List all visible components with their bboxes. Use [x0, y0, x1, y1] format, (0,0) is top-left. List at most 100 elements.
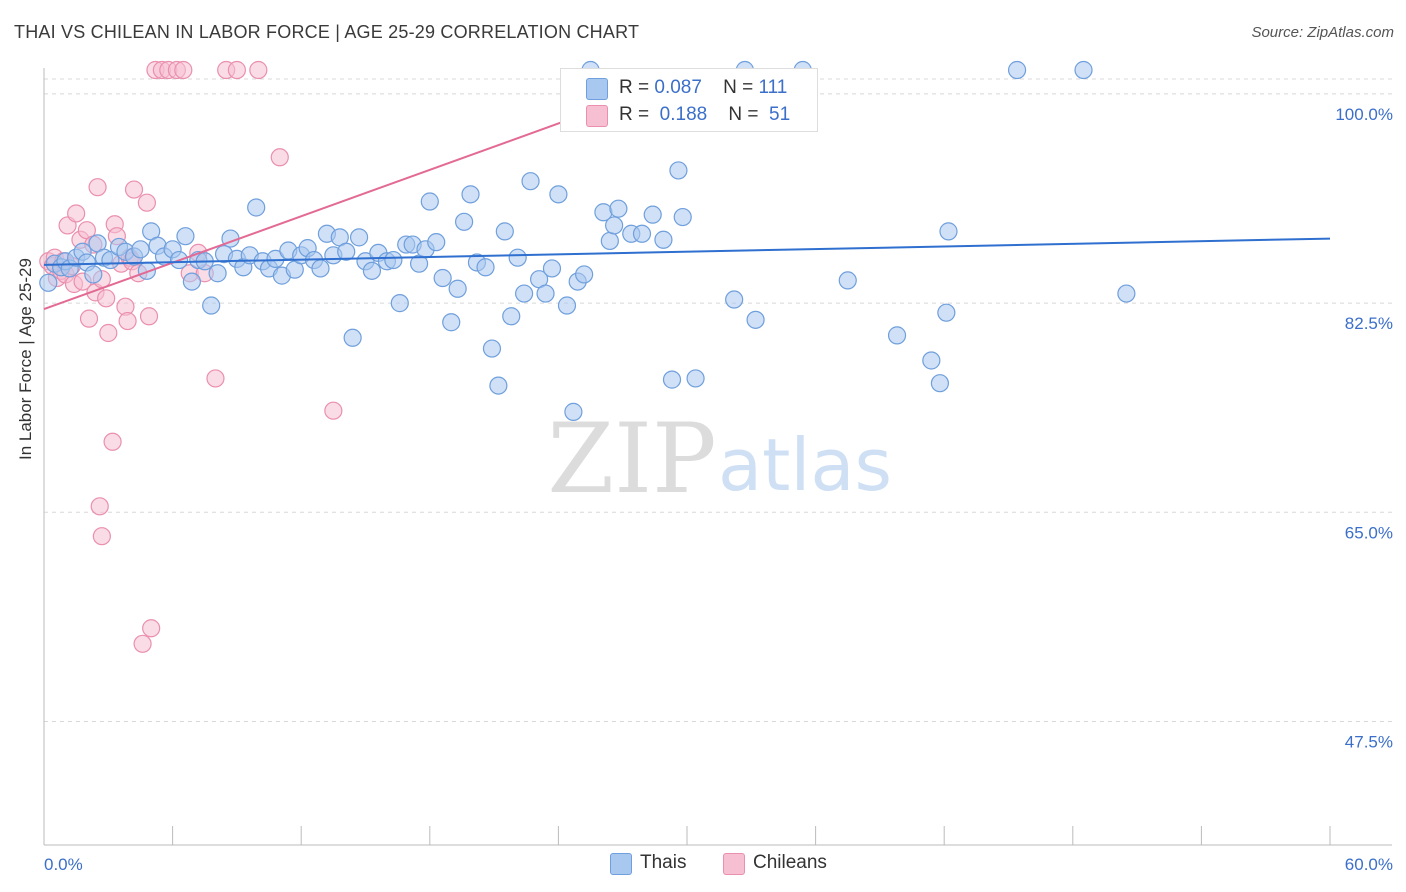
- legend-row-chileans: R = 0.188 N = 51: [619, 104, 790, 128]
- chileans-point: [67, 204, 86, 223]
- thais-point: [390, 294, 409, 313]
- chileans-point: [139, 307, 159, 326]
- thais-point: [549, 185, 568, 204]
- thais-point: [420, 192, 439, 211]
- thais-point: [502, 307, 521, 326]
- legend-r-value-thais: 0.087: [654, 77, 702, 98]
- chileans-point: [249, 60, 268, 80]
- chileans-point: [227, 60, 246, 80]
- thais-point: [131, 240, 150, 259]
- legend-row-thais: R = 0.087 N = 111: [619, 77, 787, 101]
- bottom-legend-chileans: Chileans: [753, 852, 827, 873]
- chart-title: THAI VS CHILEAN IN LABOR FORCE | AGE 25-…: [14, 22, 640, 42]
- thais-point: [1117, 284, 1136, 303]
- thais-point: [937, 303, 956, 322]
- bottom-legend-thais: Thais: [640, 852, 687, 873]
- bottom-legend-swatch-thais: [610, 853, 632, 875]
- chileans-point: [324, 401, 343, 420]
- watermark-atlas: atlas: [718, 423, 892, 507]
- chileans-point: [133, 634, 152, 653]
- chileans-point: [90, 497, 109, 516]
- thais-point: [600, 231, 619, 251]
- legend-r-label: R =: [619, 77, 650, 98]
- thais-point: [311, 259, 330, 278]
- thais-point: [542, 259, 562, 278]
- legend-n-label: N =: [728, 104, 759, 125]
- thais-point: [384, 250, 403, 270]
- legend-n-value-thais: 111: [758, 77, 788, 98]
- thais-point: [489, 376, 508, 395]
- thais-point: [609, 199, 628, 218]
- x-tick-label: 0.0%: [44, 855, 83, 874]
- thais-point: [669, 161, 688, 180]
- thais-point: [461, 185, 480, 204]
- thais-point: [208, 264, 227, 283]
- chileans-point: [92, 527, 111, 546]
- legend-swatch-chileans: [586, 105, 608, 127]
- thais-point: [725, 290, 744, 309]
- thais-point: [605, 216, 624, 235]
- thais-point: [482, 339, 502, 358]
- watermark: ZIP atlas: [547, 403, 892, 515]
- legend-n-value-chileans: 51: [769, 104, 791, 125]
- thais-point: [508, 248, 527, 267]
- y-tick-label: 47.5%: [1345, 732, 1393, 751]
- thais-point: [182, 272, 201, 291]
- thais-point: [39, 273, 58, 292]
- thais-point: [887, 326, 907, 345]
- y-tick-label: 100.0%: [1335, 105, 1393, 124]
- thais-point: [515, 284, 534, 303]
- chileans-point: [174, 60, 193, 80]
- thais-point: [362, 261, 382, 280]
- legend-r-value-chileans: 0.188: [659, 104, 708, 125]
- legend-r-label: R =: [619, 104, 650, 125]
- trend-line-thais: [43, 237, 1331, 266]
- bottom-legend-swatch-chileans: [723, 853, 745, 875]
- thais-point: [521, 172, 540, 191]
- thais-point: [922, 351, 941, 370]
- thais-point: [433, 268, 452, 288]
- thais-point: [343, 328, 362, 347]
- tick-labels: 100.0% 82.5% 65.0% 47.5% 0.0% 60.0%: [44, 105, 1393, 874]
- thais-point: [427, 233, 446, 252]
- thais-point: [746, 310, 765, 329]
- chileans-point: [79, 309, 99, 328]
- chileans-point: [118, 311, 137, 331]
- thais-point: [1007, 60, 1027, 80]
- chileans-point: [99, 323, 118, 343]
- thais-point: [536, 284, 555, 303]
- thais-point: [84, 265, 103, 284]
- thais-point: [939, 222, 958, 241]
- thais-point: [686, 369, 705, 388]
- chileans-point: [88, 178, 107, 197]
- thais-point: [557, 296, 577, 315]
- watermark-zip: ZIP: [547, 403, 716, 515]
- trend-lines: [43, 110, 1331, 311]
- chileans-point: [142, 619, 161, 638]
- thais-point: [662, 370, 682, 389]
- chileans-point: [270, 148, 289, 167]
- thais-point: [442, 313, 461, 332]
- thais-point: [454, 212, 474, 231]
- thais-point: [247, 198, 266, 217]
- axes: [43, 68, 1392, 846]
- thais-point: [349, 228, 369, 247]
- y-axis-label: In Labor Force | Age 25-29: [16, 258, 35, 460]
- source-label: Source: ZipAtlas.com: [1251, 24, 1394, 41]
- series-thais: [39, 60, 1136, 421]
- thais-point: [673, 207, 692, 227]
- chileans-point: [137, 193, 156, 212]
- legend-n-label: N =: [723, 77, 754, 98]
- thais-point: [337, 242, 356, 261]
- thais-point: [643, 205, 662, 224]
- thais-point: [564, 402, 583, 421]
- thais-point: [575, 265, 594, 284]
- thais-point: [266, 249, 285, 268]
- y-tick-label: 65.0%: [1345, 523, 1393, 542]
- gridlines: [44, 78, 1392, 722]
- series-chileans: [39, 60, 343, 653]
- thais-point: [838, 271, 857, 290]
- chileans-point: [97, 289, 116, 308]
- trend-line-chileans: [43, 110, 591, 311]
